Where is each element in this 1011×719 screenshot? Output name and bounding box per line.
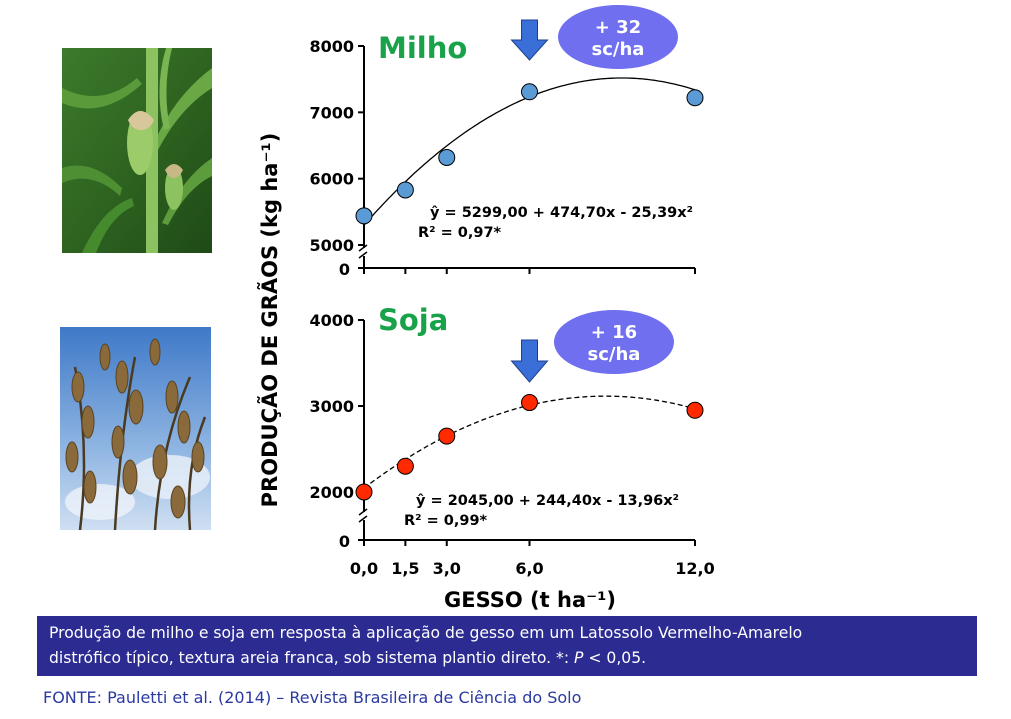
soybean-photo [60, 327, 211, 530]
axis-break-mark [358, 244, 368, 252]
data-point [438, 427, 456, 445]
caption-line-1: Produção de milho e soja em resposta à a… [49, 624, 803, 642]
axis-break-mark [358, 508, 368, 516]
data-point [396, 457, 414, 475]
down-arrow-icon [510, 339, 549, 383]
y-tick-label: 7000 [309, 103, 354, 122]
corn-photo [62, 48, 212, 253]
caption-line-2: distrófico típico, textura areia franca,… [49, 646, 967, 671]
r-squared-label: R² = 0,99* [404, 513, 488, 529]
soybean-plant-image [60, 327, 211, 530]
data-point [396, 181, 414, 199]
chart-milho: 5000 6000 7000 8000 0 Milho ŷ = 5299,00 + 474,… [309, 5, 704, 279]
caption-box: Produção de milho e soja em resposta à a… [37, 616, 977, 676]
data-point [438, 148, 456, 166]
y-tick-label-zero: 0 [339, 260, 350, 279]
data-point [686, 89, 704, 107]
gain-bubble-unit: sc/ha [592, 39, 645, 60]
y-tick-label: 8000 [309, 37, 354, 56]
caption-p-value: P [574, 649, 584, 667]
y-tick-label: 2000 [309, 483, 354, 502]
y-tick-label: 5000 [309, 236, 354, 255]
x-tick-label: 6,0 [515, 559, 543, 578]
data-point [521, 394, 538, 412]
gain-bubble [554, 310, 674, 374]
gain-bubble [558, 5, 678, 69]
gain-bubble-unit: sc/ha [588, 344, 641, 365]
x-tick-label: 3,0 [433, 559, 461, 578]
y-tick-label-zero: 0 [339, 532, 350, 551]
axis-break-mark [358, 251, 368, 259]
chart-title: Milho [378, 31, 467, 65]
y-tick-label: 4000 [309, 311, 354, 330]
down-arrow-icon [510, 19, 549, 61]
chart-soja: 2000 3000 4000 0 Soja ŷ = 2045,00 + 244,40x -… [309, 303, 704, 551]
data-point [686, 401, 704, 419]
data-point [355, 483, 373, 501]
r-squared-label: R² = 0,97* [418, 225, 502, 241]
caption-line-2-text: distrófico típico, textura areia franca,… [49, 649, 575, 667]
regression-equation: ŷ = 2045,00 + 244,40x - 13,96x² [416, 493, 679, 509]
source-citation: FONTE: Pauletti et al. (2014) – Revista … [43, 688, 582, 707]
x-tick-label: 1,5 [391, 559, 419, 578]
x-tick-label: 0,0 [350, 559, 378, 578]
x-axis-title: GESSO (t ha⁻¹) [444, 588, 616, 612]
y-tick-label: 3000 [309, 397, 354, 416]
chart-area: 5000 6000 7000 8000 0 Milho ŷ = 5299,00 + 474,… [257, 5, 715, 612]
data-point [355, 207, 373, 225]
gain-bubble-value: + 16 [591, 322, 637, 343]
y-axis-title: PRODUÇÃO DE GRÃOS (kg ha⁻¹) [257, 133, 282, 508]
x-tick-label: 12,0 [675, 559, 714, 578]
chart-title: Soja [378, 303, 448, 337]
regression-equation: ŷ = 5299,00 + 474,70x - 25,39x² [430, 205, 693, 221]
x-tick-labels: 0,0 1,5 3,0 6,0 12,0 [350, 559, 715, 578]
y-tick-label: 6000 [309, 170, 354, 189]
corn-plant-image [62, 48, 212, 253]
gain-bubble-value: + 32 [595, 17, 641, 38]
caption-line-2-end: < 0,05. [583, 649, 647, 667]
axis-break-mark [358, 515, 368, 523]
data-point [521, 83, 538, 101]
